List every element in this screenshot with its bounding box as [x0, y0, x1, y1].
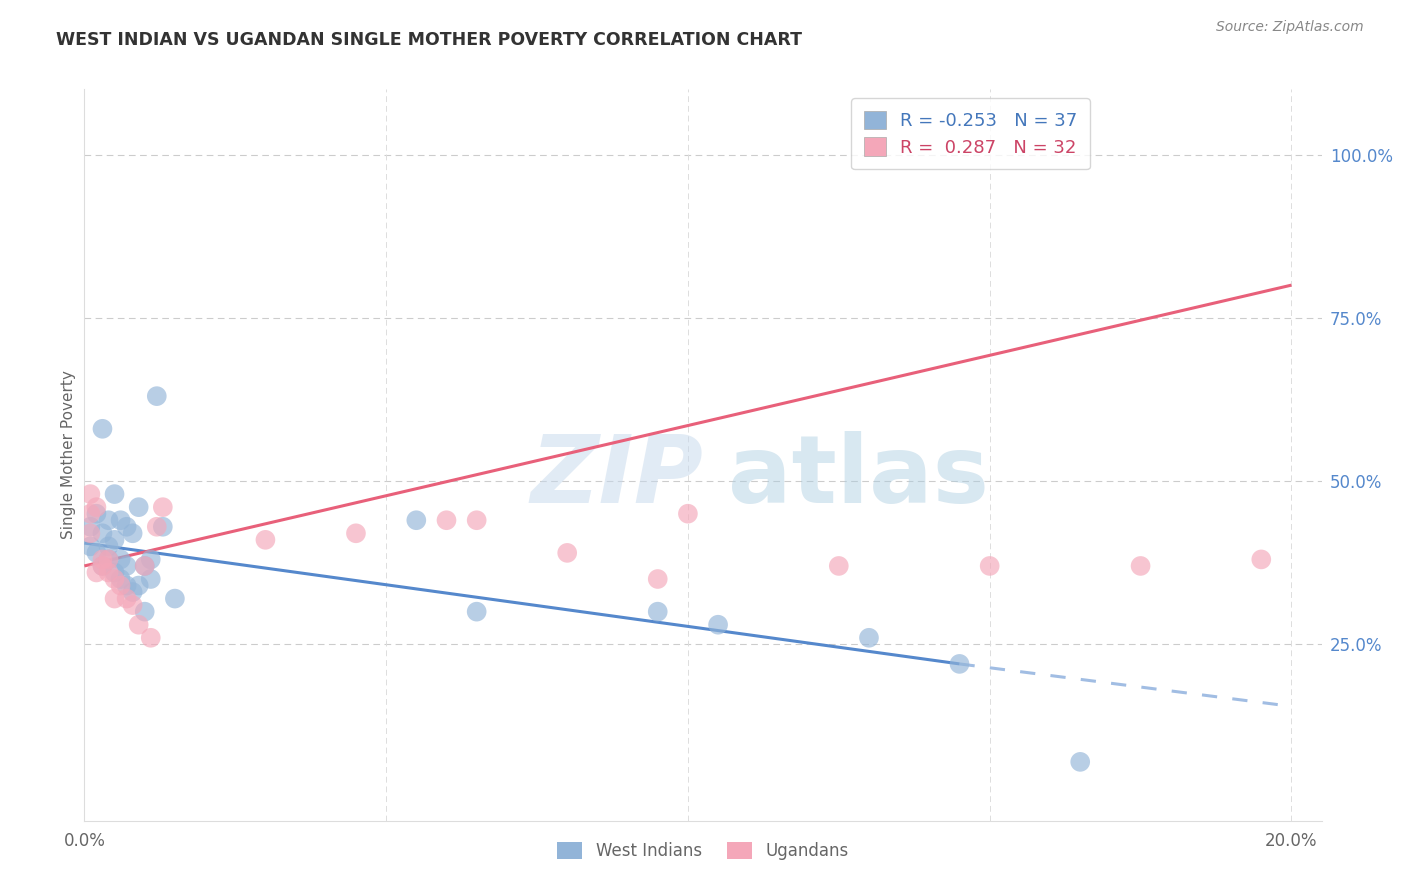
Point	[79, 487, 101, 501]
Point	[465, 513, 488, 527]
Point	[139, 572, 162, 586]
Point	[465, 605, 488, 619]
Text: atlas: atlas	[728, 431, 988, 523]
Point	[139, 552, 162, 566]
Point	[405, 513, 427, 527]
Point	[152, 520, 174, 534]
Point	[97, 552, 120, 566]
Point	[647, 605, 669, 619]
Point	[115, 591, 138, 606]
Point	[676, 507, 699, 521]
Text: Source: ZipAtlas.com: Source: ZipAtlas.com	[1216, 20, 1364, 34]
Point	[91, 558, 114, 573]
Point	[1250, 552, 1272, 566]
Point	[134, 605, 156, 619]
Point	[828, 558, 851, 573]
Point	[79, 507, 101, 521]
Legend: West Indians, Ugandans: West Indians, Ugandans	[551, 836, 855, 867]
Point	[115, 578, 138, 592]
Point	[91, 558, 114, 573]
Point	[163, 591, 186, 606]
Point	[647, 572, 669, 586]
Point	[121, 526, 143, 541]
Point	[86, 507, 108, 521]
Point	[121, 598, 143, 612]
Point	[1129, 558, 1152, 573]
Point	[115, 558, 138, 573]
Point	[86, 500, 108, 515]
Point	[103, 572, 125, 586]
Text: WEST INDIAN VS UGANDAN SINGLE MOTHER POVERTY CORRELATION CHART: WEST INDIAN VS UGANDAN SINGLE MOTHER POV…	[56, 31, 803, 49]
Point	[97, 552, 120, 566]
Point	[344, 526, 367, 541]
Point	[79, 520, 101, 534]
Point	[128, 500, 150, 515]
Point	[1069, 755, 1091, 769]
Point	[103, 487, 125, 501]
Point	[858, 631, 880, 645]
Point	[86, 566, 108, 580]
Point	[79, 526, 101, 541]
Point	[91, 422, 114, 436]
Point	[103, 566, 125, 580]
Point	[115, 520, 138, 534]
Point	[948, 657, 970, 671]
Point	[110, 513, 132, 527]
Point	[121, 585, 143, 599]
Point	[146, 520, 169, 534]
Point	[152, 500, 174, 515]
Point	[91, 526, 114, 541]
Point	[91, 552, 114, 566]
Point	[707, 617, 730, 632]
Point	[79, 539, 101, 553]
Point	[139, 631, 162, 645]
Point	[97, 513, 120, 527]
Point	[146, 389, 169, 403]
Point	[110, 578, 132, 592]
Point	[103, 533, 125, 547]
Point	[128, 578, 150, 592]
Point	[436, 513, 458, 527]
Point	[979, 558, 1001, 573]
Point	[97, 566, 120, 580]
Point	[110, 572, 132, 586]
Y-axis label: Single Mother Poverty: Single Mother Poverty	[60, 370, 76, 540]
Point	[555, 546, 578, 560]
Point	[254, 533, 277, 547]
Text: ZIP: ZIP	[530, 431, 703, 523]
Point	[97, 539, 120, 553]
Point	[103, 591, 125, 606]
Point	[86, 546, 108, 560]
Point	[134, 558, 156, 573]
Point	[134, 558, 156, 573]
Point	[110, 552, 132, 566]
Point	[128, 617, 150, 632]
